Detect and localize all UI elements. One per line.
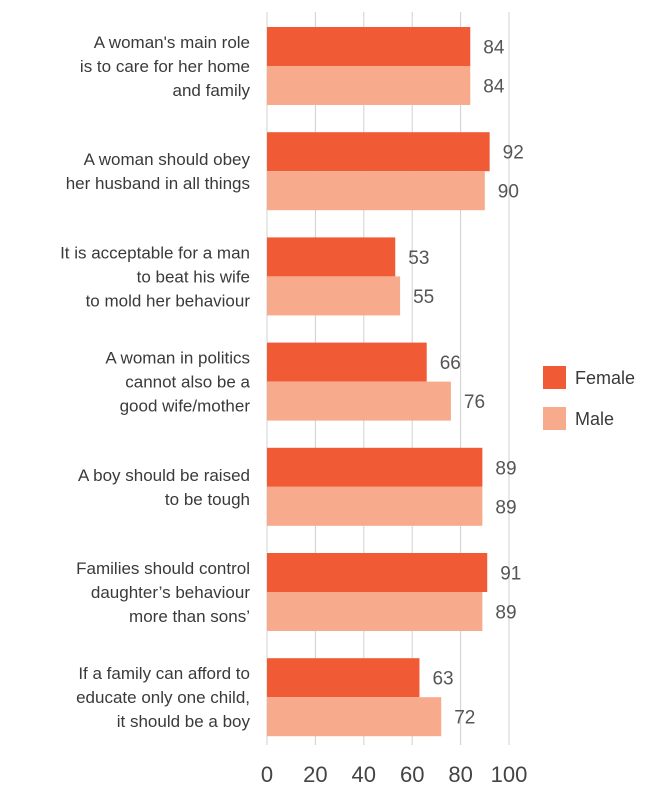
x-tick-label: 0 <box>261 762 273 787</box>
bar-female <box>267 553 488 592</box>
legend: Female Male <box>543 366 635 430</box>
bar-female <box>267 342 427 382</box>
x-tick-label: 60 <box>400 762 424 787</box>
category-label: cannot also be a <box>125 373 250 392</box>
legend-swatch-male <box>543 407 566 430</box>
bar-female <box>267 658 420 698</box>
category-label: daughter’s behaviour <box>91 583 250 602</box>
legend-label: Male <box>575 409 614 429</box>
x-axis-ticks: 0 20 40 60 80 100 <box>261 762 527 787</box>
category-label: A woman's main role <box>94 33 250 52</box>
category-label: to mold her behaviour <box>86 291 251 310</box>
bar-female <box>267 27 471 66</box>
category-label: If a family can afford to <box>78 664 250 683</box>
bar-male <box>267 276 401 316</box>
bar-male <box>267 171 485 211</box>
data-label: 63 <box>432 669 453 690</box>
data-label: 55 <box>413 287 434 308</box>
data-label: 76 <box>464 392 485 413</box>
category-label: her husband in all things <box>66 174 250 193</box>
category-label: Families should control <box>76 559 250 578</box>
category-label: and family <box>173 81 251 100</box>
category-label: to beat his wife <box>137 267 250 286</box>
category-label: is to care for her home <box>80 57 250 76</box>
data-label: 66 <box>440 353 461 374</box>
bar-male <box>267 486 483 526</box>
bar-male <box>267 592 483 631</box>
data-label: 92 <box>503 143 524 164</box>
bar-female <box>267 237 396 277</box>
bars <box>267 27 490 737</box>
x-tick-label: 40 <box>352 762 376 787</box>
category-label: A boy should be raised <box>78 466 250 485</box>
bar-male <box>267 697 442 737</box>
data-label: 72 <box>454 708 475 729</box>
data-label: 89 <box>495 497 516 518</box>
data-label: 89 <box>495 458 516 479</box>
bar-female <box>267 447 483 487</box>
category-label: It is acceptable for a man <box>60 243 250 262</box>
bar-male <box>267 381 451 421</box>
data-label: 84 <box>483 38 505 59</box>
data-label: 89 <box>495 603 516 624</box>
bar-male <box>267 66 471 105</box>
data-label: 84 <box>483 77 505 98</box>
category-label: A woman should obey <box>84 150 251 169</box>
legend-label: Female <box>575 368 635 388</box>
x-tick-label: 100 <box>491 762 528 787</box>
x-tick-label: 20 <box>303 762 327 787</box>
bar-female <box>267 132 490 172</box>
data-label: 91 <box>500 564 521 585</box>
category-label: more than sons’ <box>129 607 250 626</box>
category-label: it should be a boy <box>117 712 251 731</box>
data-label: 90 <box>498 182 519 203</box>
legend-swatch-female <box>543 366 566 389</box>
data-label: 53 <box>408 248 429 269</box>
category-label: good wife/mother <box>120 397 251 416</box>
category-label: to be tough <box>165 490 250 509</box>
category-label: A woman in politics <box>105 349 250 368</box>
x-tick-label: 80 <box>448 762 472 787</box>
category-label: educate only one child, <box>76 688 250 707</box>
category-labels: A woman's main role is to care for her ho… <box>60 33 250 731</box>
